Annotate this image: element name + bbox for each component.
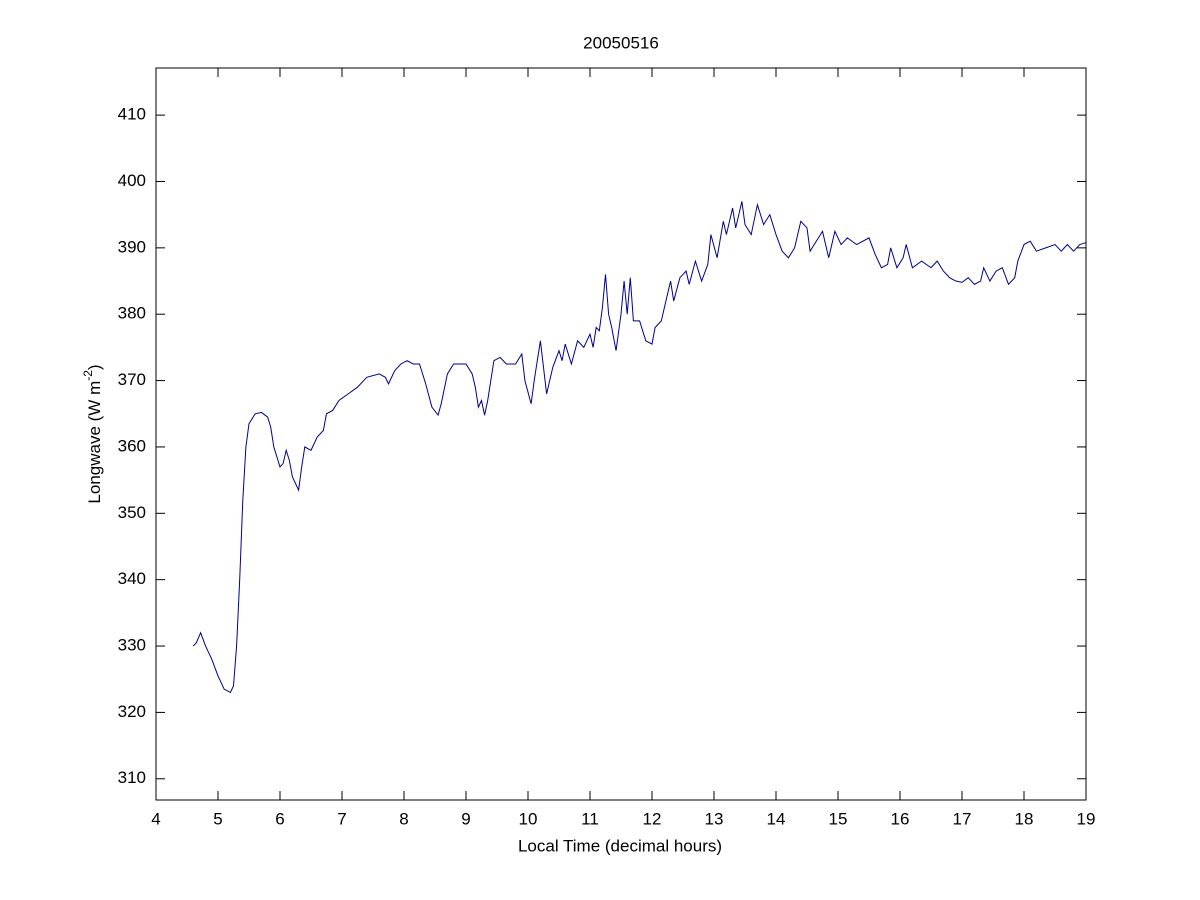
x-tick-label: 6 [275,809,284,828]
x-tick-label: 17 [953,809,972,828]
y-tick-label: 360 [118,436,146,455]
x-tick-label: 12 [643,809,662,828]
x-tick-label: 4 [151,809,160,828]
y-tick-label: 380 [118,304,146,323]
y-axis-label: Longwave (W m-2) [81,364,104,503]
x-tick-label: 9 [461,809,470,828]
y-tick-label: 400 [118,171,146,190]
x-tick-label: 10 [519,809,538,828]
x-tick-label: 7 [337,809,346,828]
y-tick-label: 330 [118,636,146,655]
data-line [192,201,1087,694]
y-tick-label: 390 [118,237,146,256]
x-tick-label: 11 [581,809,599,828]
x-tick-label: 19 [1077,809,1096,828]
chart-title: 20050516 [583,33,659,52]
y-label-sup: -2 [81,370,95,381]
x-tick-label: 15 [829,809,848,828]
x-tick-label: 8 [399,809,408,828]
x-axis-label: Local Time (decimal hours) [518,836,722,855]
y-tick-label: 310 [118,768,146,787]
y-tick-label: 320 [118,702,146,721]
y-label-end: ) [85,364,104,370]
plot-frame [155,67,1087,801]
y-tick-label: 370 [118,370,146,389]
y-label-text: Longwave (W m [85,381,104,504]
x-tick-label: 16 [891,809,910,828]
y-tick-label: 350 [118,503,146,522]
x-tick-label: 14 [767,809,786,828]
y-tick-label: 340 [118,569,146,588]
y-tick-label: 410 [118,105,146,124]
x-tick-label: 5 [213,809,222,828]
x-tick-label: 18 [1015,809,1034,828]
x-tick-label: 13 [705,809,724,828]
